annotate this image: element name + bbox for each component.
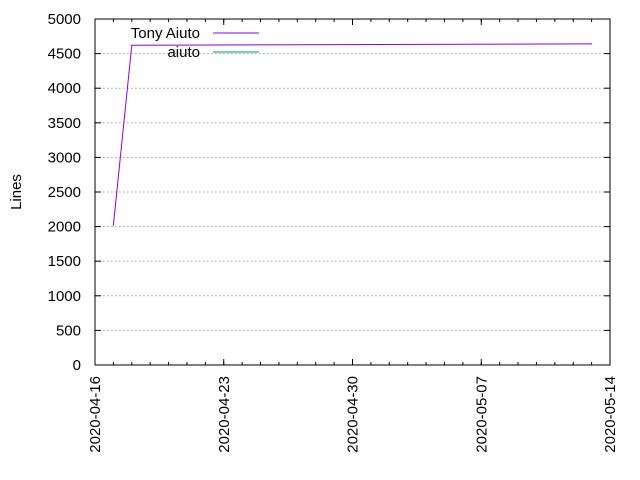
y-tick-label: 2000 (48, 219, 81, 236)
x-axis-ticks: 2020-04-16 2020-04-23 2020-04-30 2020-05-07… (87, 19, 619, 453)
y-tick-label: 0 (73, 357, 81, 374)
series-line-1 (112, 43, 592, 226)
y-axis-ticks: 0 500 1000 1500 2000 2500 3000 3500 4000 4500 5000 (48, 11, 610, 374)
x-tick-label: 2020-05-07 (473, 376, 490, 453)
legend: Tony Aiuto aiuto (131, 25, 259, 61)
x-tick-label: 2020-04-16 (87, 376, 104, 453)
y-tick-label: 4000 (48, 80, 81, 97)
grid-lines (95, 53, 610, 331)
x-tick-label: 2020-04-23 (216, 376, 233, 453)
data-point (131, 44, 133, 46)
y-tick-label: 2500 (48, 184, 81, 201)
y-tick-label: 500 (56, 322, 81, 339)
y-tick-label: 5000 (48, 11, 81, 28)
legend-label-2: aiuto (167, 44, 200, 61)
data-point (112, 224, 114, 226)
y-tick-label: 4500 (48, 46, 81, 63)
data-point (591, 43, 593, 45)
y-axis-label: Lines (8, 174, 25, 210)
y-tick-label: 1500 (48, 253, 81, 270)
x-tick-label: 2020-04-30 (345, 376, 362, 453)
legend-label-1: Tony Aiuto (131, 25, 200, 42)
y-tick-label: 3500 (48, 115, 81, 132)
x-tick-label: 2020-05-14 (602, 376, 619, 453)
y-tick-label: 1000 (48, 288, 81, 305)
y-tick-label: 3000 (48, 149, 81, 166)
series-lines (112, 43, 593, 226)
